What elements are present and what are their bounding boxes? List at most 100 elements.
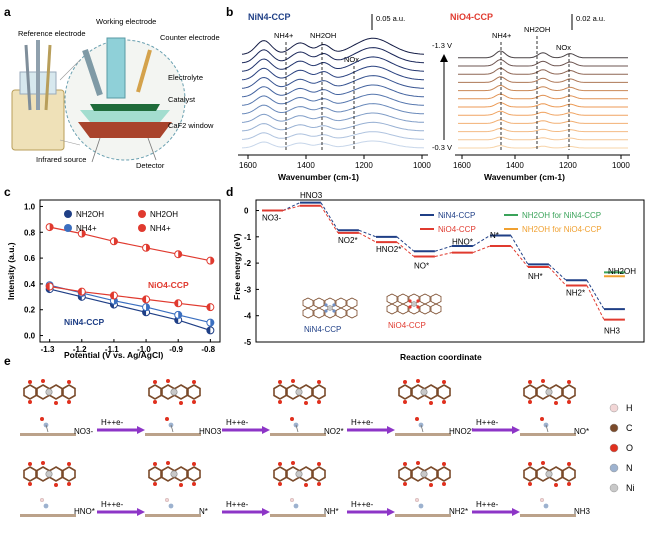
d-connector-0-1 bbox=[320, 202, 339, 231]
e-ring bbox=[174, 384, 188, 400]
e-ni-atom bbox=[45, 388, 53, 396]
e-adsorbate-h-r2-4 bbox=[540, 498, 545, 503]
e-o-atom-1 bbox=[528, 482, 532, 486]
d-ticks: 0 -1 -2 -3 -4 -5 bbox=[244, 207, 259, 347]
e-species-r1-0: NO3- bbox=[74, 427, 93, 436]
e-o-atom-0 bbox=[153, 462, 157, 466]
e-legend-label-c: C bbox=[626, 423, 633, 433]
e-o-atom-3 bbox=[442, 400, 446, 404]
e-surface-r2-2 bbox=[270, 514, 326, 517]
e-species-r2-0: HNO* bbox=[74, 507, 95, 516]
left-scale-label: 0.05 a.u. bbox=[376, 14, 405, 23]
c-x-tick-label-1: -1.2 bbox=[73, 345, 87, 354]
c-point-fill-3-0 bbox=[49, 223, 54, 231]
e-o-atom-2 bbox=[567, 462, 571, 466]
d-structure-insets: NiN4-CCP NiO4-CCP bbox=[302, 293, 442, 334]
c-line-3 bbox=[49, 226, 211, 262]
e-o-atom-0 bbox=[403, 380, 407, 384]
e-bond-r1-2 bbox=[295, 424, 299, 433]
e-surface-r2-3 bbox=[395, 514, 451, 517]
e-arrow-head-r1-4 bbox=[512, 426, 520, 434]
e-o-atom-1 bbox=[153, 482, 157, 486]
ring bbox=[430, 293, 442, 305]
e-surface-r1-1 bbox=[145, 433, 201, 436]
right-trace-8 bbox=[458, 76, 628, 83]
hetero-atom-1 bbox=[416, 299, 420, 303]
e-ring bbox=[49, 384, 63, 400]
e-ring bbox=[549, 384, 563, 400]
caf2-window bbox=[78, 122, 172, 138]
c-legend-marker-2 bbox=[138, 210, 146, 218]
d-y-tick-label-3: -3 bbox=[244, 285, 252, 294]
d-structure-label-n: NiN4-CCP bbox=[304, 325, 341, 334]
d-y-tick-label-5: -5 bbox=[244, 338, 252, 347]
e-ni-atom bbox=[295, 388, 303, 396]
ring bbox=[302, 297, 314, 309]
c-point-fill-2-2 bbox=[110, 292, 114, 300]
c-ticks: -1.3 -1.2 -1.1 -1.0 -0.9 -0.8 0.0 0.2 0.4 0.6 0.8 1… bbox=[24, 202, 216, 354]
left-tick-label-1: 1400 bbox=[297, 161, 315, 170]
right-tick-label-3: 1000 bbox=[612, 161, 630, 170]
c-line-1 bbox=[49, 284, 211, 324]
panel-label-c: c bbox=[4, 185, 11, 199]
e-o-atom-4 bbox=[291, 379, 295, 383]
c-point-fill-3-3 bbox=[146, 244, 150, 252]
d-legend-label-0: NiN4-CCP bbox=[438, 211, 475, 220]
ring bbox=[419, 293, 431, 305]
e-ni-atom bbox=[45, 470, 53, 478]
e-ring bbox=[23, 384, 37, 400]
e-legend-label-h: H bbox=[626, 403, 633, 413]
e-o-atom-4 bbox=[41, 379, 45, 383]
e-o-atom-3 bbox=[192, 482, 196, 486]
d-connector-1-1 bbox=[320, 205, 339, 234]
e-o-atom-0 bbox=[528, 462, 532, 466]
c-point-fill-2-4 bbox=[174, 299, 179, 307]
c-line-0 bbox=[49, 288, 211, 331]
panel-label-d: d bbox=[226, 185, 233, 199]
c-point-fill-3-5 bbox=[210, 257, 214, 265]
c-legend-label-3: NH4+ bbox=[150, 224, 171, 233]
right-trace-1 bbox=[458, 136, 628, 141]
ring bbox=[313, 297, 325, 309]
c-legend-label-0: NH2OH bbox=[76, 210, 104, 219]
zoom-line bbox=[59, 139, 81, 146]
e-surface-r2-4 bbox=[520, 514, 576, 517]
right-tick-label-2: 1200 bbox=[559, 161, 577, 170]
e-ring bbox=[312, 466, 326, 482]
working-electrode bbox=[106, 37, 126, 99]
e-o-atom-3 bbox=[317, 482, 321, 486]
e-arrow-head-r1-3 bbox=[387, 426, 395, 434]
e-o-atom-2 bbox=[317, 380, 321, 384]
left-trace-8 bbox=[241, 65, 424, 81]
label-reference: Reference electrode bbox=[18, 29, 86, 38]
c-legend-label-2: NH2OH bbox=[150, 210, 178, 219]
c-plot-frame bbox=[39, 199, 221, 343]
e-legend-atom-o bbox=[609, 443, 619, 453]
d-step-label-1: HNO3 bbox=[300, 191, 323, 200]
label-working: Working electrode bbox=[96, 17, 156, 26]
e-ring bbox=[299, 466, 313, 482]
e-bond-r1-4 bbox=[545, 424, 549, 433]
e-ring bbox=[424, 466, 438, 482]
c-y-label: Intensity (a.u.) bbox=[6, 242, 16, 300]
e-o-atom-4 bbox=[166, 379, 170, 383]
right-tick-label-1: 1400 bbox=[506, 161, 524, 170]
left-tick-label-3: 1000 bbox=[413, 161, 431, 170]
right-x-label: Wavenumber (cm-1) bbox=[484, 172, 565, 182]
e-bond-r1-1 bbox=[170, 424, 174, 433]
e-adsorbate-o-r1-2 bbox=[290, 417, 294, 421]
e-o-atom-2 bbox=[67, 462, 71, 466]
right-trace-9 bbox=[458, 67, 628, 75]
c-point-fill-2-0 bbox=[46, 282, 50, 290]
e-ring bbox=[23, 466, 37, 482]
left-trace-4 bbox=[241, 103, 425, 115]
e-ni-atom bbox=[295, 470, 303, 478]
e-o-atom-2 bbox=[442, 462, 446, 466]
e-ring bbox=[562, 384, 576, 400]
d-step-label-5: HNO* bbox=[452, 238, 473, 247]
d-plot-frame bbox=[255, 199, 645, 343]
e-species-r2-2: NH* bbox=[324, 507, 339, 516]
e-o-atom-3 bbox=[442, 482, 446, 486]
e-species-r1-2: NO2* bbox=[324, 427, 344, 436]
label-detector: Detector bbox=[136, 161, 165, 170]
